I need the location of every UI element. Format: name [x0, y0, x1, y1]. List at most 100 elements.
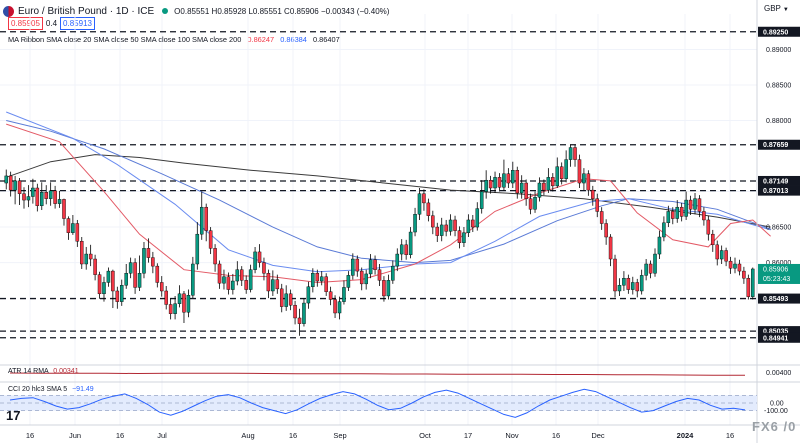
- time-axis: 16 Jun 16 Jul Aug 16 Sep Oct 17 Nov 16 Dec 2024 16: [26, 431, 734, 440]
- candle-body: [395, 253, 400, 267]
- candle-body: [124, 273, 128, 286]
- cci-line: [9, 388, 746, 418]
- candle-body: [111, 270, 115, 292]
- candle-body: [137, 273, 142, 288]
- market-status-dot-icon: [162, 8, 169, 14]
- atr-pane: [9, 372, 746, 376]
- symbol-flag-icon: [3, 5, 14, 17]
- candle-body: [497, 177, 502, 188]
- candle-body: [35, 187, 40, 206]
- candle-body: [120, 285, 124, 302]
- candle-body: [146, 248, 151, 258]
- candle-body: [159, 282, 164, 292]
- candle-body: [591, 189, 595, 199]
- candle-body: [293, 304, 297, 319]
- candle-body: [617, 285, 622, 292]
- candle-body: [404, 244, 408, 255]
- candle-body: [604, 223, 608, 238]
- level-price-tag: [758, 326, 800, 337]
- ma-ribbon-legend[interactable]: MA Ribbon SMA close 20 SMA close 50 SMA …: [8, 35, 344, 44]
- level-price-label: 0.87013: [763, 188, 788, 195]
- candle-body: [559, 166, 564, 179]
- time-tick-label: Oct: [419, 431, 432, 440]
- buy-price-button[interactable]: 0.85913: [60, 17, 95, 30]
- candle-body: [644, 263, 648, 276]
- candle-body: [342, 287, 346, 302]
- candle-body: [44, 192, 48, 199]
- candlesticks: [4, 144, 755, 336]
- time-tick-label: 16: [116, 431, 124, 440]
- time-tick-label: Aug: [241, 431, 254, 440]
- candle-body: [346, 275, 351, 288]
- price-tick-label: 0.86500: [766, 225, 791, 232]
- candle-body: [271, 279, 275, 292]
- candle-body: [439, 224, 444, 236]
- candle-body: [151, 257, 155, 267]
- atr-legend[interactable]: ATR 14 RMA 0.00341: [8, 368, 79, 375]
- level-price-label: 0.87149: [763, 178, 788, 185]
- price-tick-label: 0.88000: [766, 118, 791, 125]
- trade-buttons: 0.85905 0.4 0.85913: [8, 17, 95, 30]
- candle-body: [155, 265, 160, 283]
- candle-body: [453, 219, 457, 231]
- candle-body: [93, 258, 97, 275]
- candle-body: [173, 303, 177, 314]
- candle-body: [128, 262, 133, 274]
- candle-body: [359, 270, 364, 285]
- symbol-title[interactable]: Euro / British Pound · 1D · ICE: [18, 5, 155, 17]
- atr-tick-label: 0.00400: [766, 370, 791, 377]
- candle-body: [639, 275, 644, 292]
- candle-body: [182, 293, 186, 313]
- candle-body: [662, 222, 666, 238]
- atr-line: [9, 372, 746, 376]
- currency-selector[interactable]: GBP ▼: [764, 4, 789, 13]
- time-tick-label: 16: [552, 431, 560, 440]
- level-price-tag: [758, 139, 800, 150]
- level-price-label: 0.84941: [763, 335, 788, 342]
- candle-body: [711, 233, 715, 246]
- candle-body: [351, 258, 355, 276]
- candle-body: [573, 147, 577, 160]
- countdown-label: 05:23:43: [763, 276, 790, 283]
- sell-price-button[interactable]: 0.85905: [8, 17, 43, 30]
- price-tick-label: 0.88500: [766, 83, 791, 90]
- candle-body: [688, 199, 693, 210]
- candle-body: [422, 193, 426, 204]
- candle-body: [253, 251, 257, 270]
- candle-body: [186, 295, 191, 313]
- watermark: FX6 /0: [752, 419, 797, 434]
- cci-pane: [0, 388, 757, 418]
- ma-value-1: 0.86247: [247, 35, 275, 44]
- candle-body: [671, 211, 675, 219]
- tradingview-logo-icon[interactable]: 17: [6, 408, 21, 423]
- candle-body: [306, 286, 311, 304]
- horizontal-levels: [0, 31, 757, 339]
- chart-header: Euro / British Pound · 1D · ICE O0.85551…: [0, 0, 760, 22]
- candle-body: [648, 263, 653, 274]
- candle-body: [66, 218, 71, 233]
- candle-body: [31, 187, 35, 197]
- candle-body: [457, 230, 462, 243]
- candle-body: [284, 293, 288, 307]
- ohlc-values: O0.85551 H0.85928 L0.85551 C0.85906 −0.0…: [174, 6, 390, 16]
- candle-body: [328, 291, 333, 300]
- candle-body: [75, 223, 80, 242]
- candle-body: [613, 258, 617, 292]
- candle-body: [515, 170, 520, 194]
- sma-20-line: [6, 123, 771, 284]
- candle-body: [337, 301, 342, 314]
- price-tick-label: 0.86000: [766, 260, 791, 267]
- candle-body: [413, 214, 417, 233]
- ma-value-2: 0.86384: [280, 35, 307, 44]
- candle-body: [315, 273, 320, 282]
- cci-legend[interactable]: CCI 20 hlc3 SMA 5 −91.49: [8, 386, 94, 393]
- candle-body: [471, 219, 475, 228]
- candle-body: [693, 198, 697, 210]
- candle-body: [319, 276, 324, 282]
- atr-value: 0.00341: [53, 368, 79, 375]
- time-tick-label: Sep: [333, 431, 346, 440]
- time-tick-label: 16: [726, 431, 734, 440]
- candle-body: [26, 196, 31, 201]
